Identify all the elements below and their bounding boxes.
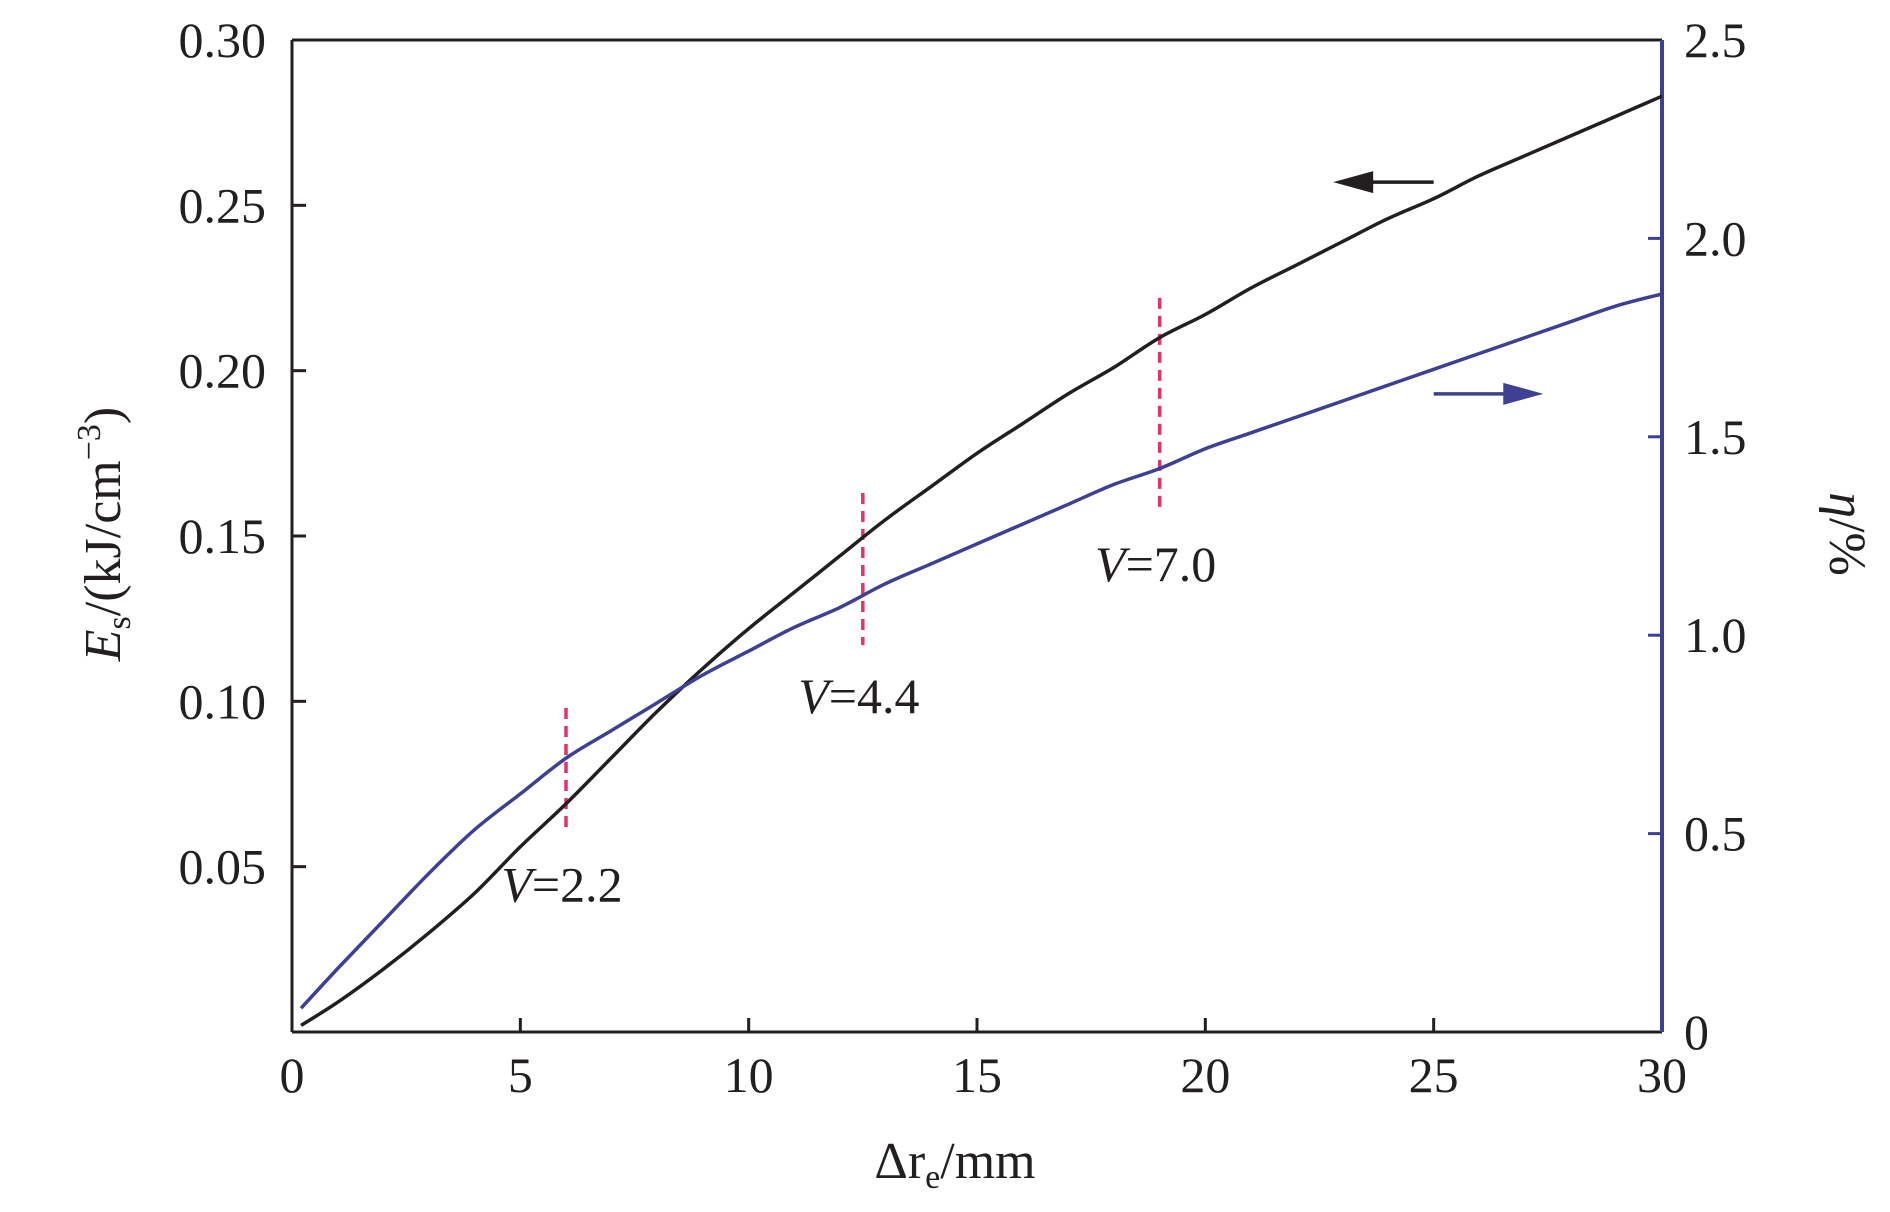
y-left-tick-label: 0.15 (179, 508, 267, 564)
marker-label-3: V=7.0 (1095, 536, 1216, 592)
x-tick-label: 25 (1409, 1047, 1459, 1103)
x-axis-label-unit: /mm (940, 1133, 1035, 1190)
marker-label-var: V (1095, 536, 1131, 592)
y-right-tick-label: 0.5 (1684, 806, 1747, 862)
marker-label-value: =2.2 (532, 857, 623, 913)
marker-label-value: =7.0 (1126, 536, 1217, 592)
series-line-2 (299, 292, 1663, 1010)
plot-area: 0 5 10 15 20 25 30 0.05 0.10 0.15 0.20 0.25 0.30 0 0.5… (179, 12, 1747, 1103)
y-left-tick-label: 0.10 (179, 673, 267, 729)
y-left-tick-label: 0.20 (179, 343, 267, 399)
y-left-axis-label-unit: /(kJ/cm (75, 460, 132, 616)
y-right-tick-label: 0 (1684, 1004, 1709, 1060)
x-tick-label: 10 (724, 1047, 774, 1103)
y-left-axis-label: Es/(kJ/cm−3) (71, 407, 138, 663)
arrow-left-head (1333, 171, 1374, 194)
x-tick-label: 30 (1637, 1047, 1687, 1103)
y-right-tick-label: 2.0 (1684, 210, 1747, 266)
x-tick-label: 15 (952, 1047, 1002, 1103)
y-right-axis-label-unit: /% (1818, 518, 1875, 576)
x-axis-label-sub: e (925, 1159, 940, 1196)
y-left-tick-label: 0.25 (179, 177, 267, 233)
y-left-axis-label-exp: −3 (71, 424, 108, 460)
marker-label-var: V (501, 857, 537, 913)
y-right-tick-label: 1.5 (1684, 409, 1747, 465)
marker-label-var: V (798, 668, 834, 724)
series-line-1 (300, 94, 1663, 1027)
marker-label-value: =4.4 (829, 668, 920, 724)
y-left-axis-label-main: E (75, 629, 132, 662)
x-axis-label-main: Δr (874, 1133, 925, 1190)
x-tick-label: 0 (280, 1047, 305, 1103)
y-left-tick-label: 0.30 (179, 12, 267, 68)
marker-label-2: V=4.4 (798, 668, 919, 724)
y-right-axis-label-main: η (1818, 492, 1875, 518)
x-axis-label: Δre/mm (874, 1133, 1035, 1196)
x-tick-label: 5 (508, 1047, 533, 1103)
y-left-axis-label-sub: s (101, 616, 138, 629)
y-left-axis-label-close: ) (75, 407, 132, 424)
y-right-tick-label: 1.0 (1684, 607, 1747, 663)
y-right-axis-label: η/% (1818, 492, 1875, 576)
marker-label-1: V=2.2 (501, 857, 622, 913)
y-left-tick-label: 0.05 (179, 839, 267, 895)
arrow-right-head (1503, 382, 1544, 405)
y-right-tick-label: 2.5 (1684, 12, 1747, 68)
x-tick-label: 20 (1180, 1047, 1230, 1103)
